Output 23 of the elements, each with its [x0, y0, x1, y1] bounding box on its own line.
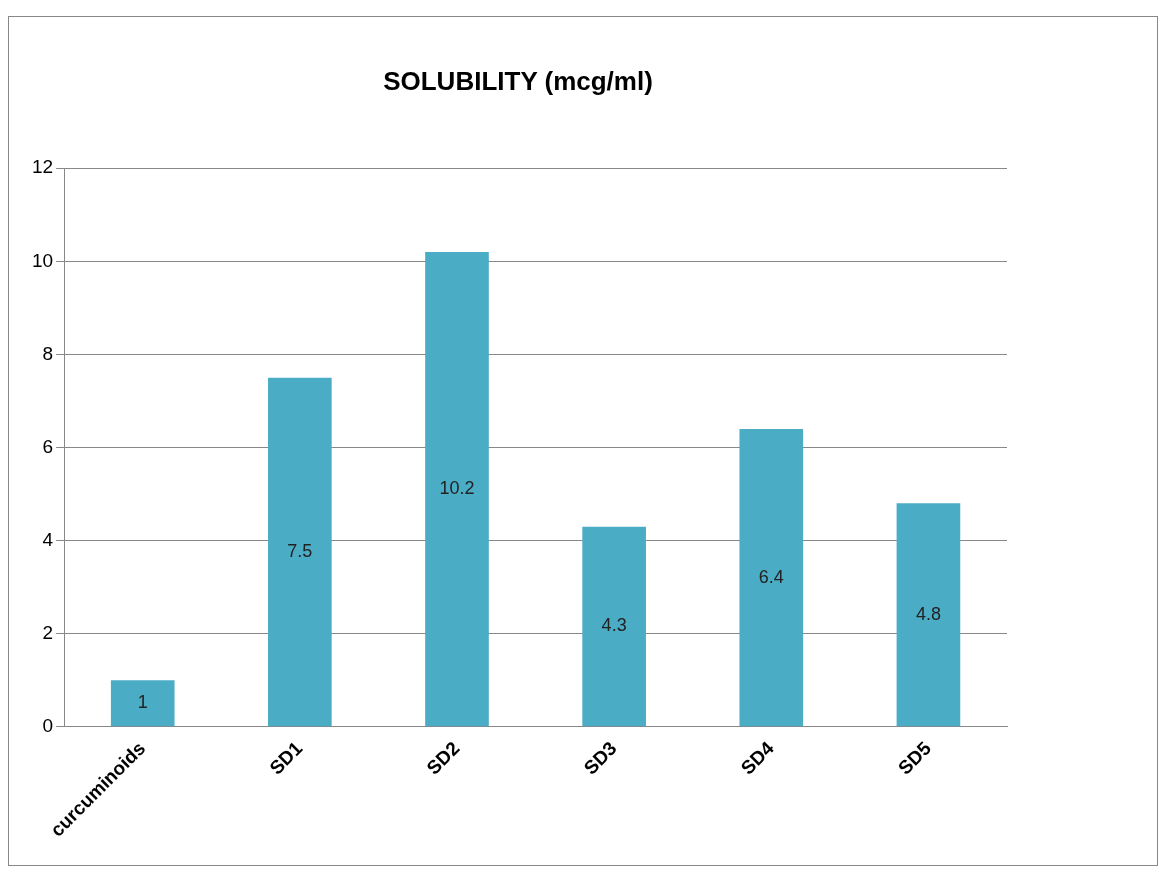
data-label: 10.2 — [439, 478, 475, 499]
y-tick-label: 2 — [42, 621, 54, 643]
y-tick-label: 4 — [42, 528, 54, 550]
y-tick-label: 12 — [31, 156, 54, 178]
x-tick-label: SD1 — [265, 737, 307, 779]
x-tick-label: SD2 — [422, 737, 464, 779]
data-label: 4.3 — [601, 615, 627, 636]
y-tick-label: 8 — [42, 342, 54, 364]
bar — [739, 428, 804, 727]
bar — [582, 526, 646, 727]
data-label: 4.8 — [915, 603, 941, 624]
bar — [268, 377, 332, 727]
y-tick-label: 10 — [31, 249, 54, 271]
bar — [425, 251, 489, 727]
chart-title: SOLUBILITY (mcg/ml) — [383, 65, 653, 96]
y-tick-label: 0 — [42, 715, 54, 737]
bar — [110, 680, 175, 727]
bar — [896, 503, 961, 727]
data-label: 7.5 — [287, 540, 313, 561]
y-tick-label: 6 — [42, 435, 54, 457]
data-label: 1 — [137, 692, 148, 713]
x-tick-label: SD3 — [579, 737, 621, 779]
data-label: 6.4 — [758, 566, 784, 587]
